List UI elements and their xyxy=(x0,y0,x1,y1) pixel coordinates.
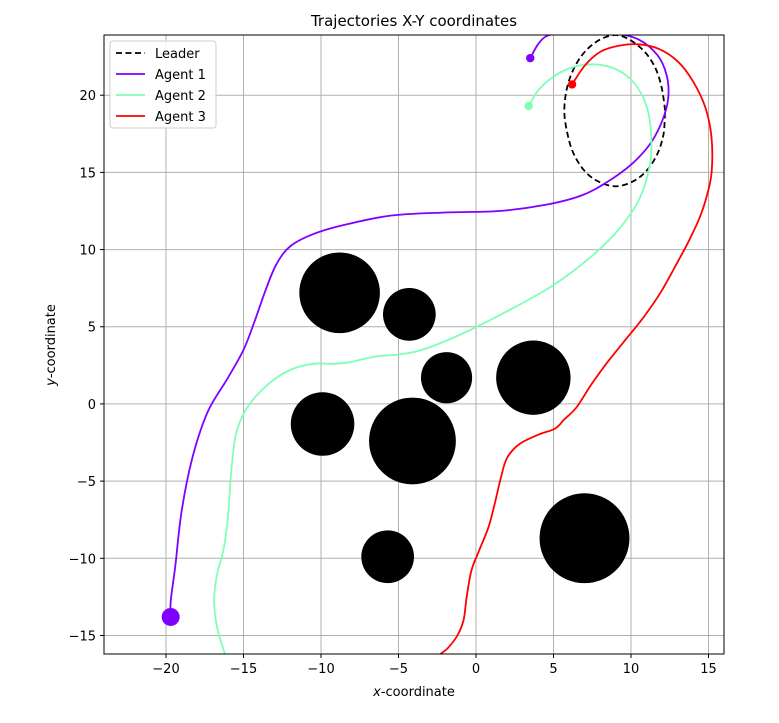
y-tick-label: 20 xyxy=(79,89,96,104)
legend-label-leader: Leader xyxy=(155,47,200,62)
y-tick-label: −15 xyxy=(69,629,96,644)
start-marker-agent-1 xyxy=(526,53,535,63)
y-tick-label: 10 xyxy=(79,244,96,259)
obstacle xyxy=(290,392,355,456)
legend-label-agent-1: Agent 1 xyxy=(155,68,206,83)
legend-box xyxy=(109,40,217,129)
x-tick-label: −10 xyxy=(307,662,334,677)
series-line-agent-3 xyxy=(439,43,714,654)
y-tick-label: 5 xyxy=(88,321,96,336)
y-axis-label-var: y xyxy=(44,378,59,387)
plot-frame xyxy=(103,34,725,655)
chart-title: Trajectories X-Y coordinates xyxy=(310,12,517,30)
x-tick-label: −5 xyxy=(389,662,408,677)
x-tick-label: 5 xyxy=(549,662,557,677)
x-axis-label-rest: -coordinate xyxy=(381,685,455,700)
series-line-agent-1 xyxy=(169,35,670,618)
start-marker-agent-3 xyxy=(567,80,577,89)
y-tick-label: 0 xyxy=(88,398,96,413)
x-tick-label: 0 xyxy=(472,662,480,677)
obstacle xyxy=(361,530,414,584)
obstacle xyxy=(299,252,380,334)
x-tick-label: 10 xyxy=(623,662,640,677)
x-axis-label-var: x xyxy=(372,685,381,700)
legend: Leader Agent 1 Agent 2 Agent 3 xyxy=(109,40,217,129)
x-tick-label: −20 xyxy=(152,662,179,677)
obstacle xyxy=(496,340,571,415)
obstacle xyxy=(420,352,473,404)
y-axis-label: y-coordinate xyxy=(44,304,59,387)
x-axis-ticks: −20 −15 −10 −5 0 5 10 15 xyxy=(152,654,717,677)
obstacle xyxy=(369,397,456,485)
legend-label-agent-3: Agent 3 xyxy=(155,110,206,125)
y-tick-label: 15 xyxy=(79,166,96,181)
series-line-leader xyxy=(563,35,666,188)
y-axis-label-rest: -coordinate xyxy=(44,304,59,378)
y-tick-label: −5 xyxy=(77,475,96,490)
start-marker-agent-2 xyxy=(524,101,533,111)
end-marker-agent-1 xyxy=(161,607,180,626)
obstacle xyxy=(383,288,436,341)
marker-group xyxy=(161,53,577,626)
y-tick-label: −10 xyxy=(69,552,96,567)
y-axis-ticks: −15 −10 −5 0 5 10 15 20 xyxy=(69,89,104,644)
x-tick-label: 15 xyxy=(700,662,717,677)
series-line-agent-2 xyxy=(213,63,653,654)
x-tick-label: −15 xyxy=(230,662,257,677)
x-axis-label: x-coordinate xyxy=(372,685,455,700)
obstacle xyxy=(539,493,630,584)
obstacle-group xyxy=(290,252,630,584)
series-group xyxy=(169,35,714,654)
legend-label-agent-2: Agent 2 xyxy=(155,89,206,104)
